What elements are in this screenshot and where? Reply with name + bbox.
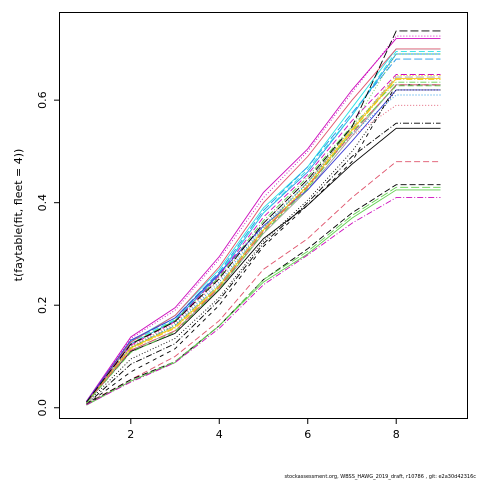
x-tick-label: 8 <box>393 428 400 441</box>
series-line-17 <box>86 122 441 406</box>
series-line-28 <box>86 197 441 406</box>
series-line-23 <box>86 78 441 403</box>
series-line-29 <box>86 85 441 404</box>
x-tick-label: 4 <box>216 428 223 441</box>
plot-frame <box>59 12 468 419</box>
series-line-30 <box>86 30 441 403</box>
series-line-13 <box>86 50 441 402</box>
series-line-27 <box>86 84 441 403</box>
series-line-10 <box>86 104 441 403</box>
series-line-25 <box>86 84 441 406</box>
series-line-19 <box>86 186 441 405</box>
series-line-7 <box>86 79 441 403</box>
series-line-9 <box>86 184 441 405</box>
x-tick-label: 2 <box>127 428 134 441</box>
series-line-21 <box>86 89 441 402</box>
series-line-11 <box>86 81 441 403</box>
series-line-22 <box>86 74 441 403</box>
series-line-3 <box>86 189 441 406</box>
y-tick-label: 0.6 <box>36 91 49 109</box>
series-line-2 <box>86 161 441 404</box>
footnote: stockassessment.org, WBSS_HAWG_2019_draf… <box>284 474 476 480</box>
y-tick-label: 0.2 <box>36 296 49 314</box>
series-line-24 <box>86 89 441 404</box>
y-tick-label: 0.4 <box>36 194 49 212</box>
x-tick-label: 6 <box>304 428 311 441</box>
series-line-26 <box>86 53 441 403</box>
y-axis-title: t(faytable(fit, fleet = 4)) <box>12 149 25 282</box>
y-tick-label: 0.0 <box>36 399 49 417</box>
series-layer <box>86 30 441 406</box>
series-line-14 <box>86 38 441 402</box>
series-line-8 <box>86 76 441 403</box>
y-axis: 0.0 0.2 0.4 0.6 <box>36 91 60 416</box>
x-axis: 2 4 6 8 <box>127 418 400 441</box>
